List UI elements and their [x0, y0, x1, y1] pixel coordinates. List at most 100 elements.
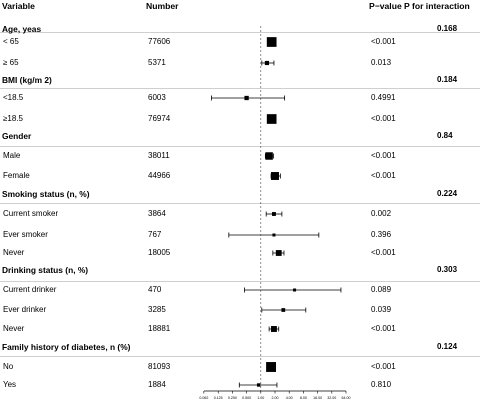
number-value: 5371: [148, 58, 166, 67]
x-tick-label: 0.062: [199, 396, 208, 400]
subgroup-label: No: [3, 362, 14, 371]
row-separator: [0, 146, 480, 147]
p-interaction-value: 0.303: [437, 265, 458, 274]
p-interaction-value: 0.124: [437, 342, 458, 351]
estimate-marker: [264, 60, 270, 66]
table-row: <18.5 6003 0.4991: [0, 91, 480, 105]
subgroup-label: Never: [3, 324, 25, 333]
estimate-marker: [244, 95, 249, 101]
p-value: 0.002: [371, 209, 392, 218]
group-row: Drinking status (n, %) 0.303: [0, 263, 480, 277]
number-value: 470: [148, 285, 162, 294]
estimate-marker: [272, 233, 276, 237]
subgroup-label: Never: [3, 248, 25, 257]
p-interaction-value: 0.184: [437, 75, 458, 84]
estimate-marker: [293, 288, 297, 292]
row-separator: [0, 203, 480, 204]
group-row: Gender 0.84: [0, 129, 480, 143]
number-value: 18881: [148, 324, 171, 333]
p-value: <0.001: [371, 151, 396, 160]
estimate-marker: [281, 308, 286, 312]
estimate-marker: [266, 37, 277, 47]
table-row: ≥18.5 76974 <0.001: [0, 112, 480, 126]
subgroup-label: Yes: [3, 380, 17, 389]
number-value: 76974: [148, 114, 171, 123]
x-tick-label: 0.500: [242, 396, 251, 400]
subgroup-label: Ever drinker: [3, 305, 47, 314]
estimate-marker: [275, 250, 282, 256]
number-value: 81093: [148, 362, 171, 371]
p-value: 0.013: [371, 58, 392, 67]
subgroup-label: <18.5: [3, 93, 24, 102]
p-value: 0.039: [371, 305, 392, 314]
estimate-marker: [265, 152, 273, 160]
number-value: 6003: [148, 93, 166, 102]
p-value: 0.810: [371, 380, 392, 389]
table-row: Male 38011 <0.001: [0, 149, 480, 163]
table-row: Never 18881 <0.001: [0, 322, 480, 336]
table-row: < 65 77606 <0.001: [0, 35, 480, 49]
estimate-marker: [256, 383, 261, 387]
table-row: ≥ 65 5371 0.013: [0, 56, 480, 70]
number-value: 1884: [148, 380, 166, 389]
p-value: 0.089: [371, 285, 392, 294]
number-value: 18005: [148, 248, 171, 257]
p-interaction-value: 0.168: [437, 24, 458, 33]
group-row: BMI (kg/m 2) 0.184: [0, 73, 480, 87]
number-value: 767: [148, 230, 162, 239]
header-p-interaction: P for interaction: [404, 1, 470, 11]
subgroup-label: Ever smoker: [3, 230, 48, 239]
table-row: Current smoker 3864 0.002: [0, 207, 480, 221]
table-row: Current drinker 470 0.089: [0, 283, 480, 297]
p-value: 0.4991: [371, 93, 396, 102]
p-value: <0.001: [371, 362, 396, 371]
estimate-marker: [266, 362, 277, 372]
table-row: No 81093 <0.001: [0, 360, 480, 374]
group-name: Family history of diabetes, n (%): [2, 342, 131, 352]
group-row: Smoking status (n, %) 0.224: [0, 187, 480, 201]
group-name: BMI (kg/m 2): [2, 75, 52, 85]
p-value: 0.396: [371, 230, 392, 239]
table-row: Never 18005 <0.001: [0, 246, 480, 260]
p-value: <0.001: [371, 37, 396, 46]
row-separator: [0, 281, 480, 282]
estimate-marker: [272, 212, 276, 216]
number-value: 77606: [148, 37, 171, 46]
subgroup-label: Current smoker: [3, 209, 59, 218]
group-name: Age, yeas: [2, 24, 42, 34]
p-value: <0.001: [371, 114, 396, 123]
number-value: 3864: [148, 209, 166, 218]
table-row: Female 44966 <0.001: [0, 169, 480, 183]
subgroup-label: ≥18.5: [3, 114, 23, 123]
row-separator: [0, 32, 480, 33]
table-row: Yes 1884 0.810: [0, 378, 480, 392]
table-row: Ever drinker 3285 0.039: [0, 303, 480, 317]
x-tick-label: 1.00: [257, 396, 264, 400]
p-value: <0.001: [371, 324, 396, 333]
header-pvalue: P−value: [369, 1, 402, 11]
estimate-marker: [270, 326, 277, 332]
x-tick-label: 0.125: [214, 396, 223, 400]
estimate-marker: [266, 114, 277, 124]
subgroup-label: < 65: [3, 37, 19, 46]
x-tick-label: 0.250: [228, 396, 237, 400]
row-separator: [0, 356, 480, 357]
row-separator: [0, 88, 480, 89]
x-tick-label: 32.00: [327, 396, 336, 400]
group-name: Gender: [2, 131, 32, 141]
number-value: 38011: [148, 151, 170, 160]
number-value: 3285: [148, 305, 166, 314]
p-interaction-value: 0.84: [437, 131, 453, 140]
x-tick-label: 4.00: [286, 396, 293, 400]
subgroup-label: Female: [3, 171, 30, 180]
subgroup-label: Male: [3, 151, 21, 160]
x-tick-label: 64.00: [342, 396, 351, 400]
x-tick-label: 8.00: [300, 396, 307, 400]
header-variable: Variable: [2, 1, 35, 11]
group-row: Family history of diabetes, n (%) 0.124: [0, 340, 480, 354]
group-row: Age, yeas 0.168: [0, 22, 480, 36]
number-value: 44966: [148, 171, 171, 180]
table-row: Ever smoker 767 0.396: [0, 228, 480, 242]
subgroup-label: ≥ 65: [3, 58, 19, 67]
